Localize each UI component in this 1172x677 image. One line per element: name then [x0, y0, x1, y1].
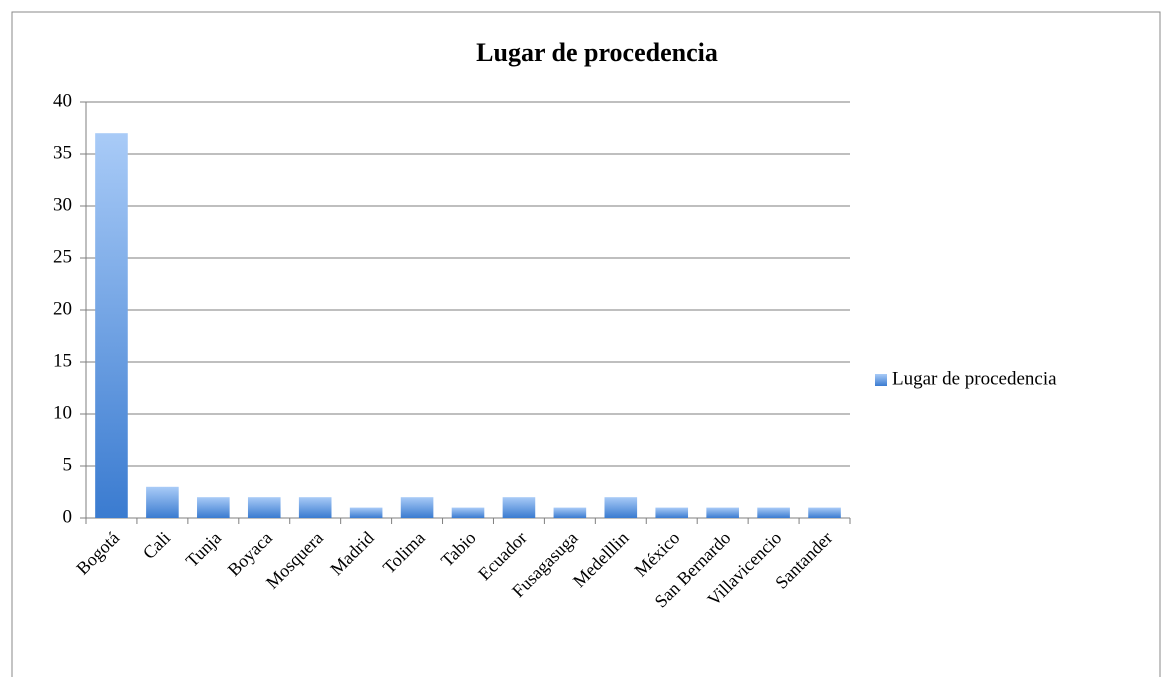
- y-tick-label: 0: [63, 506, 73, 527]
- bar: [706, 507, 739, 518]
- bar: [298, 497, 332, 518]
- bar: [451, 507, 485, 518]
- y-tick-label: 40: [53, 90, 72, 111]
- y-tick-label: 30: [53, 194, 72, 215]
- y-tick-label: 10: [53, 402, 72, 423]
- legend-label: Lugar de procedencia: [892, 368, 1057, 389]
- bar: [604, 497, 638, 518]
- bar: [197, 497, 230, 518]
- legend-swatch: [875, 374, 887, 386]
- y-tick-label: 35: [53, 142, 72, 163]
- y-tick-label: 15: [53, 350, 72, 371]
- bar: [349, 507, 383, 518]
- bar: [95, 133, 128, 518]
- chart-title: Lugar de procedencia: [476, 38, 718, 67]
- chart-frame: [11, 11, 1161, 677]
- bar: [247, 497, 281, 518]
- y-tick-label: 5: [63, 454, 73, 475]
- y-tick-label: 20: [53, 298, 72, 319]
- bar: [757, 507, 790, 518]
- y-tick-label: 25: [53, 246, 72, 267]
- bar: [502, 497, 536, 518]
- bar: [808, 507, 841, 518]
- bar: [553, 507, 587, 518]
- bar: [400, 497, 434, 518]
- bar: [146, 486, 179, 518]
- bar: [655, 507, 689, 518]
